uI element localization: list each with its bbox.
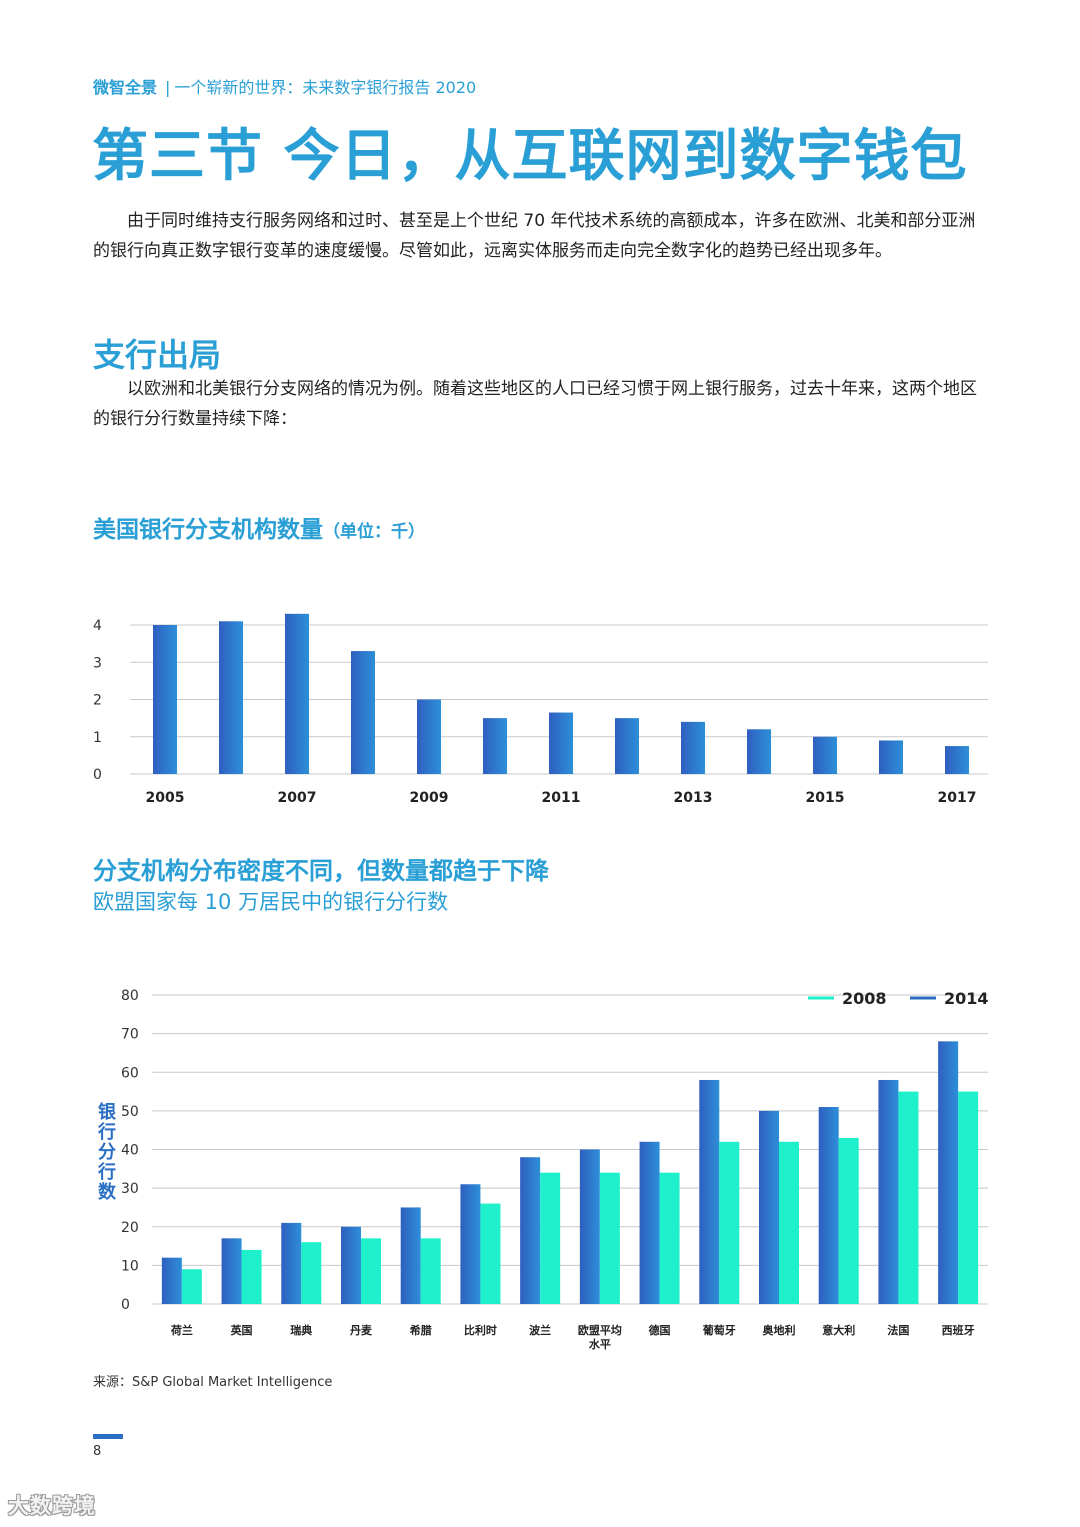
us-branches-bar-chart: 0 1 2 3 4 2005 2007 2009 2011 2013 2015 2017 [93,613,988,806]
x-tick-label: 荷兰 [170,1323,193,1337]
x-tick-label: 2017 [938,790,977,806]
y-tick-label: 0 [93,767,102,783]
bar-2005 [153,625,177,774]
y-tick-label: 10 [121,1258,139,1274]
y-tick-label: 30 [121,1181,139,1197]
bar-2017 [945,746,969,774]
y-tick-label: 50 [121,1104,139,1120]
bar-2014-欧盟平均水平 [579,1149,600,1304]
bar-2015 [813,736,837,774]
page-number-bar [93,1434,123,1439]
bar-2008-丹麦 [361,1238,381,1304]
x-tick-label: 2013 [674,790,713,806]
bar-2011 [549,712,573,774]
x-tick-label: 2007 [278,790,317,806]
legend-label-2008: 2008 [842,989,887,1008]
bar-2014-英国 [221,1238,242,1304]
y-tick-label: 2 [93,693,102,709]
bar-2013 [681,721,705,774]
bar-2008-奥地利 [779,1141,799,1304]
section-heading: 支行出局 [93,336,222,374]
intro-paragraph: 由于同时维持支行服务网络和过时、甚至是上个世纪 70 年代技术系统的高额成本，许… [93,211,976,261]
header-subtitle: 一个崭新的世界：未来数字银行报告 2020 [174,78,477,97]
x-tick-label: 德国 [648,1323,671,1337]
bar-2008-葡萄牙 [719,1141,740,1304]
x-tick-label: 比利时 [464,1323,497,1337]
page-number: 8 [93,1444,102,1459]
y-tick-label: 0 [121,1297,130,1313]
bar-2014-法国 [878,1079,899,1304]
chart1-unit: （单位：千） [323,522,425,542]
bar-2008-法国 [898,1091,919,1304]
running-header: 微智全景 | 一个崭新的世界：未来数字银行报告 2020 [93,74,476,98]
bar-2009 [417,699,441,774]
x-tick-label: 2011 [542,790,581,806]
x-tick-label: 意大利 [822,1323,855,1337]
x-tick-label: 希腊 [409,1323,432,1337]
chart2-y-axis-label: 银行分行数 [98,1102,116,1203]
x-tick-label: 西班牙 [942,1323,975,1337]
bar-2014-比利时 [460,1184,481,1304]
bar-2014-丹麦 [341,1226,361,1304]
x-tick-label: 法国 [887,1323,909,1337]
bar-2008-欧盟平均水平 [599,1172,620,1304]
bar-2008-英国 [241,1249,262,1304]
bar-2014-希腊 [400,1207,421,1304]
section-paragraph: 以欧洲和北美银行分支网络的情况为例。随着这些地区的人口已经习惯于网上银行服务，过… [93,379,977,429]
bar-2008-荷兰 [181,1269,202,1304]
bar-2008-德国 [659,1172,680,1304]
y-tick-label: 3 [93,655,102,671]
bar-2014-西班牙 [938,1041,959,1304]
y-tick-label: 40 [121,1143,139,1159]
bar-2008 [351,651,375,774]
legend-label-2014: 2014 [944,989,989,1008]
y-tick-label: 60 [121,1065,139,1081]
chart2-subtitle: 欧盟国家每 10 万居民中的银行分行数 [93,890,449,914]
bar-2007 [285,613,309,774]
x-tick-label: 水平 [589,1337,611,1351]
x-tick-label: 2005 [146,790,185,806]
x-tick-label: 2015 [806,790,845,806]
source-note: 来源：S&P Global Market Intelligence [93,1375,333,1390]
y-tick-label: 1 [93,730,102,746]
bar-2014-波兰 [520,1157,541,1304]
x-tick-label: 丹麦 [350,1323,373,1337]
watermark-logo: 大数跨境 [8,1494,96,1518]
x-tick-label: 波兰 [529,1323,551,1337]
y-tick-label: 20 [121,1220,139,1236]
bar-2008-希腊 [420,1238,441,1304]
bar-2014-瑞典 [281,1222,302,1304]
x-tick-label: 奥地利 [762,1323,796,1337]
bar-2014-荷兰 [161,1257,182,1304]
header-separator: | [165,78,171,97]
x-tick-label: 欧盟平均 [578,1323,622,1337]
bar-2014-意大利 [818,1107,839,1304]
chart1-title: 美国银行分支机构数量 [93,517,323,543]
header-brand: 微智全景 [93,78,158,97]
bar-2014-奥地利 [759,1110,779,1304]
y-tick-label: 70 [121,1027,139,1043]
bar-2008-瑞典 [301,1242,322,1304]
page-title: 第三节 今日，从互联网到数字钱包 [92,124,968,189]
x-tick-label: 葡萄牙 [702,1323,736,1337]
bar-2014-德国 [639,1141,660,1304]
bar-2008-波兰 [540,1172,561,1304]
bar-2008-意大利 [838,1137,859,1304]
bar-2008-比利时 [480,1203,501,1304]
bar-2008-西班牙 [958,1091,979,1304]
y-tick-label: 4 [93,618,102,634]
chart2-title: 分支机构分布密度不同，但数量都趋于下降 [93,857,549,885]
bar-2010 [483,718,507,774]
x-tick-label: 英国 [230,1323,253,1337]
y-tick-label: 80 [121,988,139,1004]
bar-2012 [615,718,639,774]
bar-2006 [219,621,243,774]
x-tick-label: 2009 [410,790,449,806]
bar-2014 [747,729,771,774]
bar-2014-葡萄牙 [699,1079,720,1304]
x-tick-label: 瑞典 [290,1323,312,1337]
chart1-heading: 美国银行分支机构数量（单位：千） [93,510,425,544]
bar-2016 [879,740,903,774]
